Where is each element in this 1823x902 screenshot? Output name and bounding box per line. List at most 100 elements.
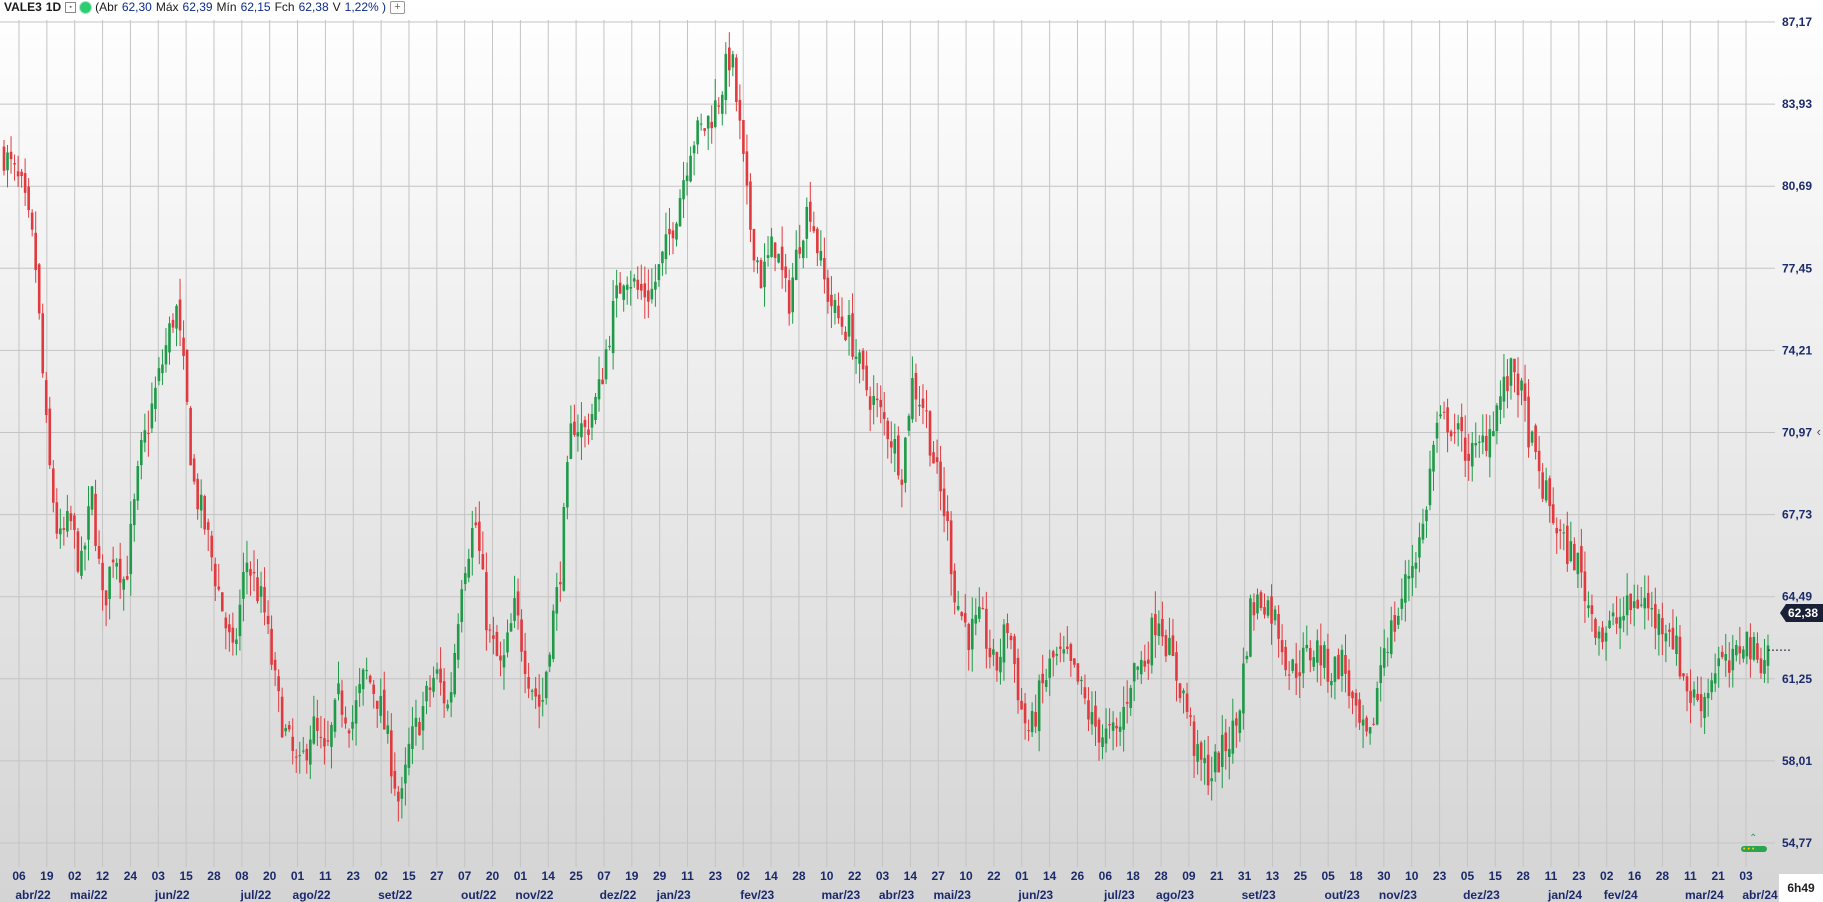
candle-body bbox=[1643, 597, 1647, 609]
candle-body bbox=[1622, 615, 1625, 621]
candle-body bbox=[1735, 645, 1738, 656]
candle-body bbox=[1097, 719, 1101, 743]
candle-body bbox=[1752, 636, 1756, 660]
candle-body bbox=[724, 53, 728, 100]
candle-body bbox=[541, 700, 545, 702]
x-axis: 06 19 02 12 24 03 15 28 08 20 01 11 23 02 15 27 07 20 01 14… bbox=[12, 869, 1778, 902]
candle-body bbox=[1358, 699, 1361, 723]
candle-body bbox=[414, 717, 418, 727]
candle-body bbox=[1562, 532, 1566, 534]
candle-body bbox=[1122, 706, 1125, 730]
candle-body bbox=[1308, 648, 1312, 661]
candle-body bbox=[1249, 598, 1252, 657]
candle-body bbox=[1066, 646, 1069, 649]
candle-body bbox=[1319, 645, 1323, 666]
x-day-tick-label: 11 bbox=[681, 869, 694, 883]
candle-body bbox=[175, 305, 178, 329]
x-day-tick-label: 23 bbox=[1433, 869, 1447, 883]
x-day-tick-label: 13 bbox=[1266, 869, 1280, 883]
candle-body bbox=[1523, 383, 1527, 401]
candle-body bbox=[1495, 405, 1499, 432]
settings-icon[interactable]: ▪ bbox=[65, 1, 77, 13]
candle-body bbox=[386, 725, 390, 734]
candle-body bbox=[1720, 651, 1724, 658]
candle-body bbox=[756, 260, 759, 263]
candle-body bbox=[361, 669, 365, 690]
candle-body bbox=[1030, 711, 1034, 733]
y-tick-label: 70,97 bbox=[1782, 426, 1812, 440]
candle-body bbox=[1763, 660, 1766, 674]
chevron-left-icon[interactable]: ‹ bbox=[1816, 424, 1821, 439]
candle-body bbox=[1168, 637, 1171, 655]
candle-body bbox=[597, 379, 601, 400]
candle-body bbox=[1611, 612, 1615, 617]
candle-body bbox=[791, 277, 794, 313]
candle-body bbox=[118, 558, 122, 583]
symbol-label[interactable]: VALE3 bbox=[4, 0, 42, 14]
candle-body bbox=[601, 379, 604, 385]
candle-body bbox=[1488, 429, 1492, 458]
candle-body bbox=[664, 234, 668, 260]
candle-body bbox=[1544, 480, 1548, 501]
candle-body bbox=[231, 627, 235, 643]
candle-body bbox=[882, 412, 886, 419]
candle-body bbox=[1537, 450, 1541, 472]
candle-body bbox=[1224, 732, 1228, 752]
candle-body bbox=[780, 246, 784, 271]
candle-body bbox=[728, 47, 731, 71]
candle-body bbox=[904, 437, 907, 483]
x-day-tick-label: 11 bbox=[1684, 869, 1697, 883]
candle-body bbox=[1027, 730, 1030, 732]
x-month-tick-label: jul/22 bbox=[239, 888, 271, 902]
candle-body bbox=[326, 740, 330, 742]
candle-body bbox=[397, 791, 400, 802]
candle-body bbox=[1182, 690, 1185, 694]
candle-body bbox=[562, 507, 566, 591]
candle-body bbox=[566, 462, 569, 508]
add-indicator-icon[interactable]: + bbox=[390, 0, 406, 14]
candle-body bbox=[1372, 723, 1375, 725]
candle-body bbox=[1252, 602, 1256, 616]
candle-body bbox=[830, 294, 833, 307]
candle-body bbox=[189, 407, 192, 466]
candle-body bbox=[770, 236, 773, 258]
candle-body bbox=[1604, 632, 1608, 642]
candle-body bbox=[1375, 687, 1379, 725]
candle-body bbox=[76, 531, 80, 572]
candle-body bbox=[20, 171, 23, 177]
candle-body bbox=[1090, 712, 1094, 725]
candle-body bbox=[1326, 648, 1330, 682]
candle-body bbox=[544, 671, 548, 699]
candle-body bbox=[861, 350, 865, 370]
x-day-tick-label: 20 bbox=[263, 869, 277, 883]
candle-body bbox=[527, 676, 530, 689]
ohlc-header: VALE3 1D ▪ (Abr 62,30 Máx 62,39 Mín 62,1… bbox=[4, 0, 406, 14]
candle-body bbox=[777, 253, 780, 263]
candle-body bbox=[1657, 613, 1661, 635]
candle-body bbox=[752, 228, 756, 261]
candle-body bbox=[495, 631, 499, 656]
x-day-tick-label: 07 bbox=[458, 869, 472, 883]
candle-body bbox=[1678, 636, 1682, 677]
candle-body bbox=[217, 586, 221, 590]
candle-body bbox=[1150, 617, 1154, 666]
candle-body bbox=[1294, 663, 1298, 678]
candle-body bbox=[717, 105, 721, 107]
candle-body bbox=[90, 486, 94, 510]
candle-body bbox=[1164, 635, 1168, 657]
candle-body bbox=[956, 606, 960, 610]
candle-body bbox=[291, 736, 295, 751]
candle-body bbox=[805, 206, 809, 239]
candle-body bbox=[1439, 414, 1442, 417]
candle-body bbox=[41, 313, 45, 374]
candle-body bbox=[1477, 441, 1481, 443]
x-day-tick-label: 03 bbox=[152, 869, 166, 883]
y-tick-label: 80,69 bbox=[1782, 179, 1812, 193]
candle-body bbox=[1175, 652, 1178, 681]
candle-body bbox=[1178, 683, 1182, 699]
timeframe-label[interactable]: 1D bbox=[45, 0, 62, 14]
candle-body bbox=[1618, 616, 1622, 629]
x-month-tick-label: mai/22 bbox=[70, 888, 108, 902]
alert-icon[interactable]: ⌃ ••• bbox=[1741, 834, 1767, 854]
